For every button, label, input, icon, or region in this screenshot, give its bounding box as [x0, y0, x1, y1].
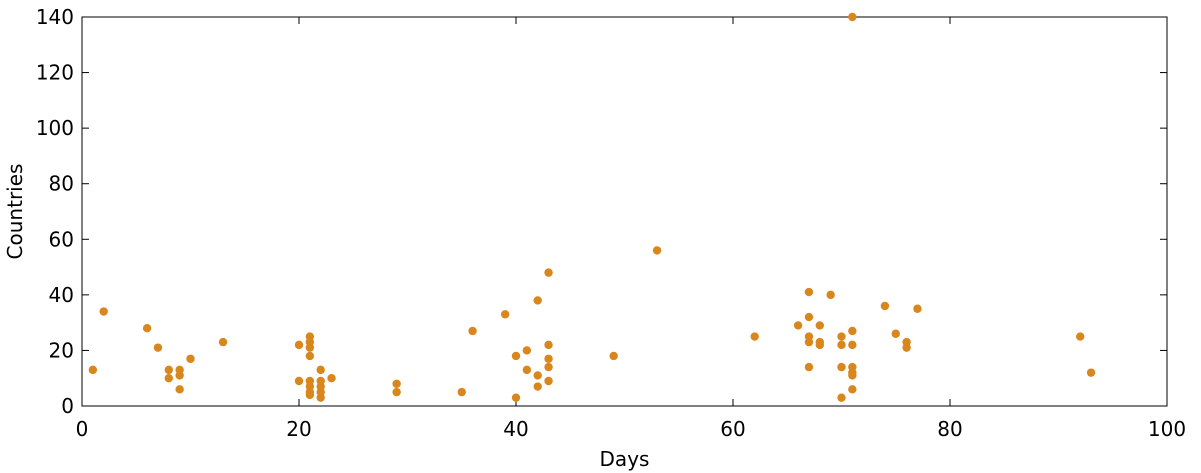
data-point	[837, 340, 846, 350]
x-tick-label: 20	[286, 417, 311, 441]
data-point	[544, 340, 553, 350]
x-tick-label: 40	[503, 417, 528, 441]
data-point	[609, 351, 618, 361]
data-point	[837, 362, 846, 372]
data-point	[522, 365, 532, 375]
data-point	[153, 343, 163, 352]
y-tick-label: 80	[49, 172, 74, 196]
axis-tick-labels: 0 20 40 60 80 100 0 20 40 60 80 100 120 140	[36, 5, 1186, 441]
y-tick-label: 60	[49, 227, 74, 251]
y-tick-label: 0	[61, 394, 74, 418]
y-tick-label: 100	[36, 116, 74, 140]
y-tick-label: 120	[36, 61, 74, 85]
data-point	[305, 343, 315, 352]
data-point	[902, 343, 911, 352]
data-point	[652, 246, 662, 255]
data-point	[804, 337, 814, 347]
y-tick-label: 40	[49, 283, 74, 307]
data-point	[793, 321, 803, 330]
data-point	[500, 310, 510, 319]
data-point	[522, 346, 532, 355]
data-point	[175, 371, 184, 380]
data-point	[848, 385, 857, 394]
data-point	[175, 385, 184, 394]
data-point	[1086, 368, 1096, 377]
data-point	[99, 307, 108, 316]
data-point	[164, 374, 173, 383]
x-axis-label: Days	[600, 447, 650, 471]
data-point	[511, 393, 521, 402]
data-point	[142, 324, 152, 333]
data-point	[804, 312, 814, 322]
x-tick-label: 0	[76, 417, 89, 441]
data-point	[913, 304, 922, 313]
data-point	[294, 376, 304, 386]
data-point	[164, 365, 173, 375]
data-point	[804, 287, 814, 297]
data-point	[815, 321, 824, 330]
y-tick-label: 20	[49, 338, 74, 362]
plot-frame	[81, 16, 1168, 407]
data-point	[880, 301, 890, 311]
data-point	[848, 371, 857, 380]
data-point	[327, 374, 336, 383]
data-point	[826, 290, 835, 300]
data-point	[804, 362, 814, 372]
data-point	[294, 340, 304, 350]
data-point	[848, 340, 857, 350]
data-point	[316, 393, 325, 402]
data-point	[218, 337, 228, 347]
data-point	[848, 326, 857, 336]
data-point	[533, 296, 542, 305]
data-point	[305, 351, 315, 361]
data-point	[750, 332, 759, 341]
axis-ticks	[81, 16, 1168, 407]
data-point	[186, 354, 195, 363]
data-point	[544, 362, 553, 372]
x-tick-label: 80	[937, 417, 962, 441]
data-point	[1076, 332, 1085, 341]
data-point	[457, 387, 466, 397]
y-tick-label: 140	[36, 5, 74, 29]
data-point	[392, 387, 401, 397]
data-point	[544, 268, 553, 277]
data-point	[533, 371, 542, 380]
x-tick-label: 100	[1148, 417, 1186, 441]
x-tick-label: 60	[720, 417, 745, 441]
data-point	[837, 393, 846, 402]
data-point	[468, 326, 477, 336]
data-point	[305, 390, 315, 400]
data-point	[511, 351, 521, 361]
data-point	[891, 329, 900, 338]
data-point	[88, 365, 98, 375]
data-points	[88, 12, 1096, 402]
y-axis-label: Countries	[3, 164, 27, 260]
data-point	[848, 12, 857, 22]
data-point	[392, 379, 401, 388]
data-point	[544, 376, 553, 386]
data-point	[316, 365, 325, 375]
data-point	[544, 354, 553, 363]
data-point	[837, 332, 846, 341]
data-point	[815, 340, 824, 350]
data-point	[533, 382, 542, 391]
